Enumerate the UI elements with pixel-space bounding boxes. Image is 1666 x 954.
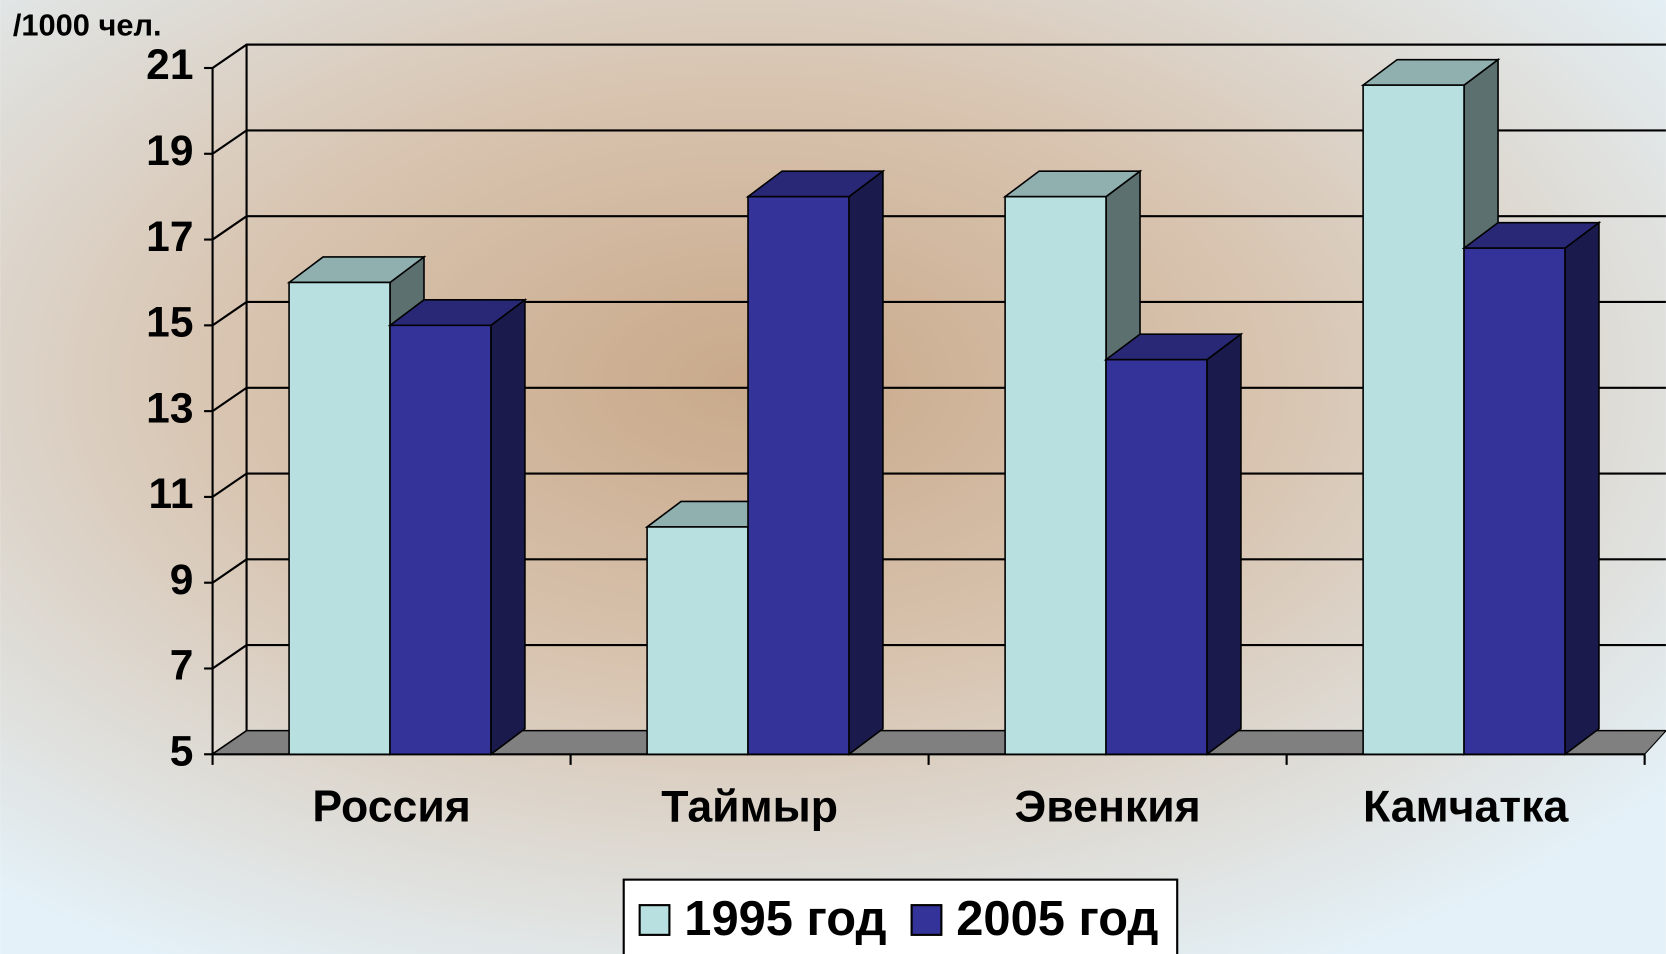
bar <box>1463 247 1566 756</box>
legend-swatch <box>638 904 671 936</box>
y-tick-label: 7 <box>170 643 194 690</box>
y-tick-label: 15 <box>146 300 193 347</box>
bar <box>747 195 850 756</box>
x-tick-label: Россия <box>312 782 470 831</box>
y-tick-label: 17 <box>146 214 193 261</box>
bar-side <box>490 298 526 756</box>
axis-unit: /1000 чел. <box>13 8 162 43</box>
bar <box>1105 358 1208 756</box>
y-tick-label: 19 <box>146 128 193 175</box>
bar <box>1362 84 1465 756</box>
y-tick-label: 5 <box>170 728 194 775</box>
bar-side <box>1564 221 1600 756</box>
y-tick-label: 13 <box>146 385 193 432</box>
legend-label: 2005 год <box>956 892 1158 946</box>
y-tick-label: 11 <box>149 471 194 518</box>
x-tick-label: Камчатка <box>1363 782 1569 831</box>
y-tick-label: 21 <box>146 42 193 89</box>
bar <box>1004 195 1107 756</box>
legend <box>622 878 1179 954</box>
legend-label: 1995 год <box>684 892 886 946</box>
bar <box>389 324 492 756</box>
bar <box>288 281 391 756</box>
bar <box>646 526 749 756</box>
y-tick-label: 9 <box>170 557 194 604</box>
legend-swatch <box>910 904 943 936</box>
x-tick-label: Таймыр <box>661 782 838 831</box>
bar-side <box>1206 332 1242 756</box>
x-tick-label: Эвенкия <box>1015 782 1201 831</box>
bar-side <box>848 169 884 756</box>
